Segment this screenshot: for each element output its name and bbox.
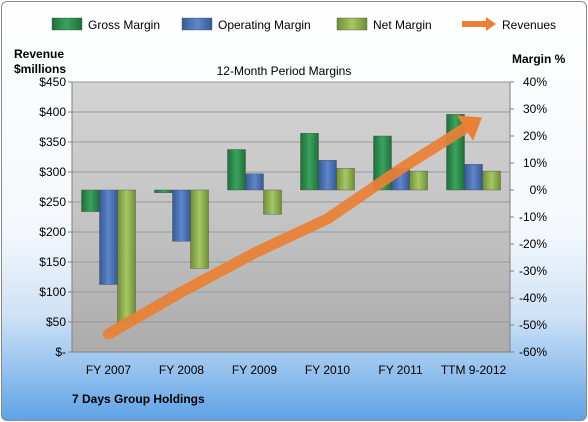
right-tick-label: 10%: [523, 156, 547, 170]
right-tick-label: -60%: [519, 345, 547, 359]
x-tick-label: FY 2011: [378, 363, 423, 377]
revenue-line: [103, 115, 482, 340]
legend-label: Net Margin: [373, 18, 432, 32]
x-tick-label: TTM 9-2012: [441, 363, 507, 377]
bar-gross-margin: [300, 133, 319, 191]
right-tick-label: -10%: [519, 210, 547, 224]
bar-gross-margin: [227, 149, 246, 191]
left-tick-label: $100: [39, 285, 66, 299]
right-tick-label: -30%: [519, 264, 547, 278]
bar-operating-margin: [99, 189, 118, 285]
legend-swatch-net-margin: [336, 17, 368, 31]
left-tick-label: $450: [39, 75, 66, 89]
left-axis-label-line1: Revenue: [14, 47, 64, 61]
bar-net-margin: [409, 170, 428, 191]
left-tick-label: $350: [39, 135, 66, 149]
x-tick-label: FY 2010: [305, 363, 350, 377]
legend-label: Operating Margin: [218, 18, 311, 32]
revenue-series-line: [103, 117, 479, 340]
x-tick-label: FY 2008: [159, 363, 204, 377]
legend-swatch-gross-margin: [51, 17, 83, 31]
left-tick-label: $50: [46, 315, 66, 329]
left-tick-label: $200: [39, 225, 66, 239]
bar-gross-margin: [81, 189, 100, 212]
right-tick-label: -20%: [519, 237, 547, 251]
axes: $- $50 $100 $150 $200 $250 $300 $350 $400 $450 -60…: [39, 75, 547, 377]
left-tick-label: $300: [39, 165, 66, 179]
x-tick-label: FY 2009: [232, 363, 277, 377]
bar-net-margin: [190, 189, 209, 269]
right-tick-label: -40%: [519, 291, 547, 305]
bar-series: [81, 114, 501, 323]
left-tick-label: $400: [39, 105, 66, 119]
bar-operating-margin: [318, 160, 337, 191]
legend: Gross Margin Operating Margin Net Margin Re…: [51, 17, 556, 32]
company-name: 7 Days Group Holdings: [72, 392, 205, 406]
left-tick-label: $150: [39, 255, 66, 269]
right-tick-label: 30%: [523, 102, 547, 116]
bar-operating-margin: [172, 189, 191, 242]
bar-net-margin: [482, 170, 501, 191]
right-axis-label: Margin %: [512, 52, 566, 66]
legend-swatch-operating-margin: [181, 17, 213, 31]
left-tick-label: $250: [39, 195, 66, 209]
chart-title: 12-Month Period Margins: [217, 64, 352, 78]
legend-label: Gross Margin: [88, 18, 160, 32]
right-tick-label: 20%: [523, 129, 547, 143]
left-axis-label-line2: $millions: [14, 62, 66, 76]
legend-label: Revenues: [502, 18, 556, 32]
revenue-arrowhead: [457, 115, 482, 141]
left-tick-label: $-: [55, 345, 66, 359]
right-tick-label: -50%: [519, 318, 547, 332]
bar-operating-margin: [464, 164, 483, 191]
bar-net-margin: [117, 189, 136, 323]
bar-gross-margin: [154, 189, 173, 193]
right-tick-label: 40%: [523, 75, 547, 89]
bar-operating-margin: [245, 173, 264, 191]
x-tick-label: FY 2007: [86, 363, 131, 377]
right-tick-label: 0%: [530, 183, 548, 197]
bar-net-margin: [336, 168, 355, 191]
bar-net-margin: [263, 189, 282, 215]
legend-arrow-revenues: [486, 17, 496, 31]
